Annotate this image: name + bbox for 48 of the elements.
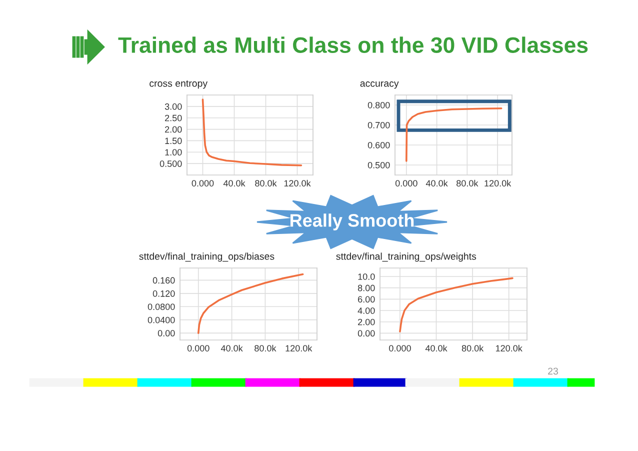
x-tick-label: 0.000	[389, 345, 411, 352]
y-tick-label: 0.500	[160, 160, 182, 167]
line-series	[405, 107, 502, 162]
x-tick-label: 40.0k	[426, 180, 448, 186]
y-tick-label: 2.00	[358, 318, 375, 326]
x-tick-label: 40.0k	[220, 344, 243, 352]
y-tick-label: 1.00	[165, 149, 182, 156]
x-tick-label: 80.0k	[255, 180, 277, 186]
chart-title: cross entropy	[150, 80, 208, 89]
y-tick-label: 3.00	[164, 103, 182, 110]
y-tick-label: 0.500	[368, 162, 390, 168]
x-tick-label: 120.0k	[284, 180, 311, 186]
x-tick-label: 0.000	[187, 345, 210, 352]
chart-title: accuracy	[360, 81, 399, 89]
x-tick-label: 80.0k	[456, 180, 478, 186]
x-tick-label: 120.0k	[286, 344, 312, 352]
text: Trained as Multi Class on the 30 VID Classes	[118, 36, 588, 53]
line-series	[399, 277, 514, 332]
chart-title: sttdev/final_training_ops/biases	[139, 252, 274, 262]
x-tick-label: 120.0k	[484, 180, 512, 186]
x-tick-label: 0.000	[395, 180, 418, 186]
y-tick-label: 2.50	[165, 114, 182, 122]
y-tick-label: 0.0400	[148, 316, 175, 324]
y-tick-label: 0.0800	[148, 304, 175, 310]
text: Really Smooth	[290, 214, 414, 230]
y-tick-label: 10.0	[358, 273, 375, 280]
y-tick-label: 6.00	[358, 296, 375, 303]
y-tick-label: 0.120	[152, 290, 175, 297]
text: 23	[548, 368, 558, 375]
chart-title: sttdev/final_training_ops/weights	[336, 252, 476, 262]
x-tick-label: 40.0k	[425, 344, 448, 352]
y-tick-label: 0.00	[158, 330, 175, 336]
y-tick-label: 0.600	[368, 142, 390, 148]
line-series	[197, 273, 304, 334]
x-tick-label: 120.0k	[496, 344, 522, 352]
line-series	[202, 98, 302, 166]
x-tick-label: 0.000	[192, 180, 214, 186]
y-tick-label: 2.00	[165, 126, 182, 133]
x-tick-label: 40.0k	[223, 180, 246, 186]
y-tick-label: 0.800	[368, 102, 390, 108]
y-tick-label: 1.50	[165, 138, 182, 144]
y-tick-label: 0.00	[358, 330, 375, 337]
x-tick-label: 80.0k	[254, 344, 276, 352]
y-tick-label: 4.00	[358, 307, 375, 314]
y-tick-label: 0.160	[152, 277, 175, 284]
y-tick-label: 8.00	[358, 284, 375, 292]
x-tick-label: 80.0k	[462, 344, 484, 352]
y-tick-label: 0.700	[368, 122, 390, 128]
